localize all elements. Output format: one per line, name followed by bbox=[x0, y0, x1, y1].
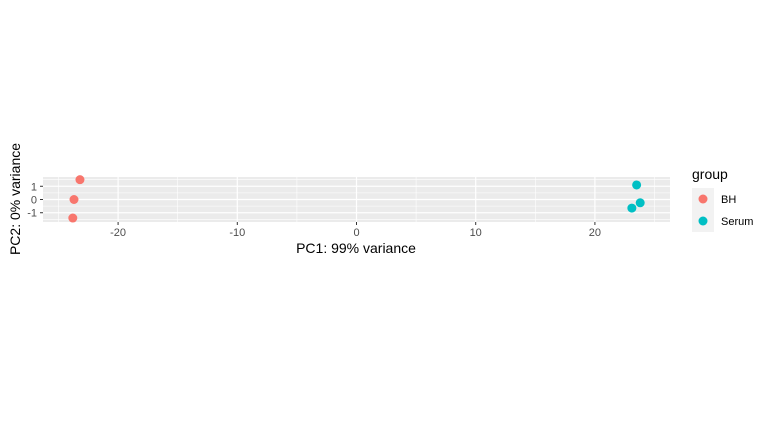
y-tick-label: 1 bbox=[31, 181, 37, 193]
y-tick-label: -1 bbox=[27, 208, 37, 220]
x-axis: -20 -10 0 10 20 bbox=[110, 222, 601, 239]
x-tick-label: -10 bbox=[229, 227, 245, 239]
legend: group BH Serum bbox=[692, 166, 753, 232]
grid-lines bbox=[43, 177, 670, 222]
y-axis-label: PC2: 0% variance bbox=[7, 143, 23, 255]
x-tick-label: 20 bbox=[589, 227, 601, 239]
legend-items: BH Serum bbox=[692, 188, 753, 232]
data-point-bh bbox=[68, 213, 78, 223]
legend-label-bh: BH bbox=[721, 194, 736, 206]
y-axis: 1 0-1 bbox=[27, 181, 43, 220]
data-point-serum bbox=[627, 203, 637, 213]
data-point-serum bbox=[632, 180, 642, 190]
x-tick-label: -20 bbox=[110, 227, 126, 239]
data-point-serum bbox=[635, 198, 645, 208]
data-points bbox=[68, 175, 645, 223]
data-point-bh bbox=[69, 195, 79, 204]
legend-label-serum: Serum bbox=[721, 216, 753, 228]
x-tick-label: 0 bbox=[353, 227, 359, 239]
legend-symbol-bh bbox=[698, 194, 708, 204]
legend-symbol-serum bbox=[698, 216, 708, 226]
y-tick-label: 0 bbox=[31, 195, 37, 207]
legend-title: group bbox=[692, 166, 728, 182]
x-tick-label: 10 bbox=[470, 227, 482, 239]
data-point-bh bbox=[75, 175, 85, 185]
x-axis-label: PC1: 99% variance bbox=[296, 240, 416, 256]
